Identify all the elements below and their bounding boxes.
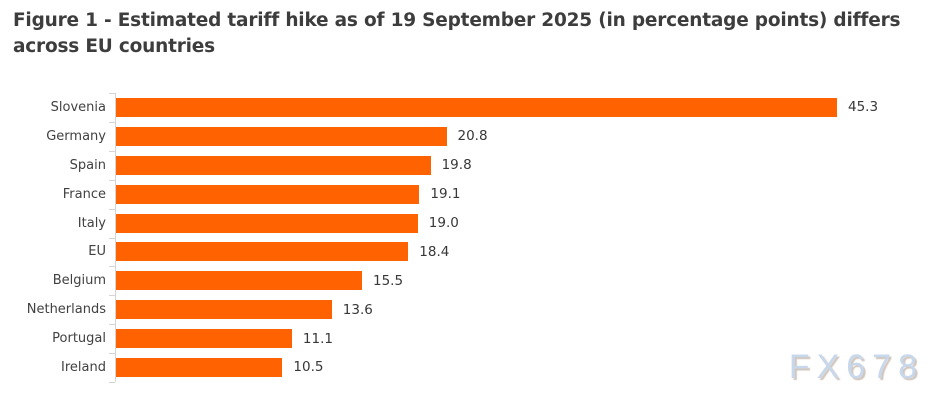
value-label: 10.5 (293, 359, 324, 376)
category-label: Netherlands (26, 302, 106, 318)
bar-track: 18.4 (115, 237, 940, 266)
category-label: Italy (77, 215, 106, 231)
bar-france (115, 184, 420, 204)
category-label: Germany (46, 128, 106, 144)
bar-track: 10.5 (115, 353, 940, 382)
bar-eu (115, 242, 409, 262)
axis-tick (109, 295, 115, 297)
category-label: Portugal (52, 331, 106, 347)
value-label: 19.0 (428, 215, 459, 231)
figure-title: Figure 1 - Estimated tariff hike as of 1… (13, 8, 933, 60)
value-label: 20.8 (457, 128, 488, 145)
bar-track: 19.8 (115, 151, 940, 180)
bar-track: 45.3 (115, 93, 940, 122)
bar-track: 13.6 (115, 295, 940, 324)
chart-row: Ireland 10.5 (0, 353, 940, 382)
chart-row: EU 18.4 (0, 237, 940, 266)
axis-tick (109, 121, 115, 123)
chart-row: Slovenia 45.3 (0, 93, 940, 122)
watermark-fx678: FX678 (788, 348, 924, 386)
bar-track: 15.5 (115, 266, 940, 295)
bar-belgium (115, 271, 362, 291)
bar-track: 11.1 (115, 324, 940, 353)
axis-tick (109, 93, 115, 94)
value-label: 15.5 (373, 272, 404, 289)
bar-portugal (115, 329, 292, 349)
category-label: Spain (69, 157, 106, 173)
bar-track: 19.1 (115, 180, 940, 209)
value-label: 13.6 (342, 301, 373, 318)
y-axis-line (115, 93, 116, 382)
value-label: 45.3 (848, 99, 879, 116)
category-label: France (62, 186, 106, 202)
category-label: Slovenia (50, 99, 106, 115)
bar-spain (115, 155, 431, 175)
axis-tick (109, 266, 115, 268)
value-label: 19.8 (441, 157, 472, 174)
chart-row: Portugal 11.1 (0, 324, 940, 353)
bar-track: 20.8 (115, 122, 940, 151)
chart-row: France 19.1 (0, 180, 940, 209)
chart-row: Netherlands 13.6 (0, 295, 940, 324)
axis-tick (109, 353, 115, 355)
value-label: 18.4 (419, 243, 450, 260)
figure-title-line-2: across EU countries (13, 36, 215, 57)
tariff-bar-chart: Slovenia 45.3 Germany 20.8 Spain 19.8 France 19… (0, 93, 940, 382)
value-label: 19.1 (430, 186, 461, 203)
chart-row: Spain 19.8 (0, 151, 940, 180)
axis-tick (109, 179, 115, 181)
chart-row: Italy 19.0 (0, 209, 940, 238)
bar-track: 19.0 (115, 209, 940, 238)
chart-row: Belgium 15.5 (0, 266, 940, 295)
bar-italy (115, 213, 418, 233)
bar-netherlands (115, 300, 332, 320)
value-label: 11.1 (302, 330, 333, 347)
bar-germany (115, 126, 447, 146)
axis-tick (109, 150, 115, 152)
category-label: Belgium (52, 273, 106, 289)
axis-tick (109, 324, 115, 326)
chart-row: Germany 20.8 (0, 122, 940, 151)
figure-title-line-1: Figure 1 - Estimated tariff hike as of 1… (13, 10, 901, 31)
bar-ireland (115, 357, 283, 377)
axis-tick (109, 208, 115, 210)
category-label: Ireland (61, 359, 106, 375)
axis-tick (109, 382, 115, 383)
category-label: EU (88, 244, 106, 260)
bar-slovenia (115, 97, 837, 117)
axis-tick (109, 237, 115, 239)
